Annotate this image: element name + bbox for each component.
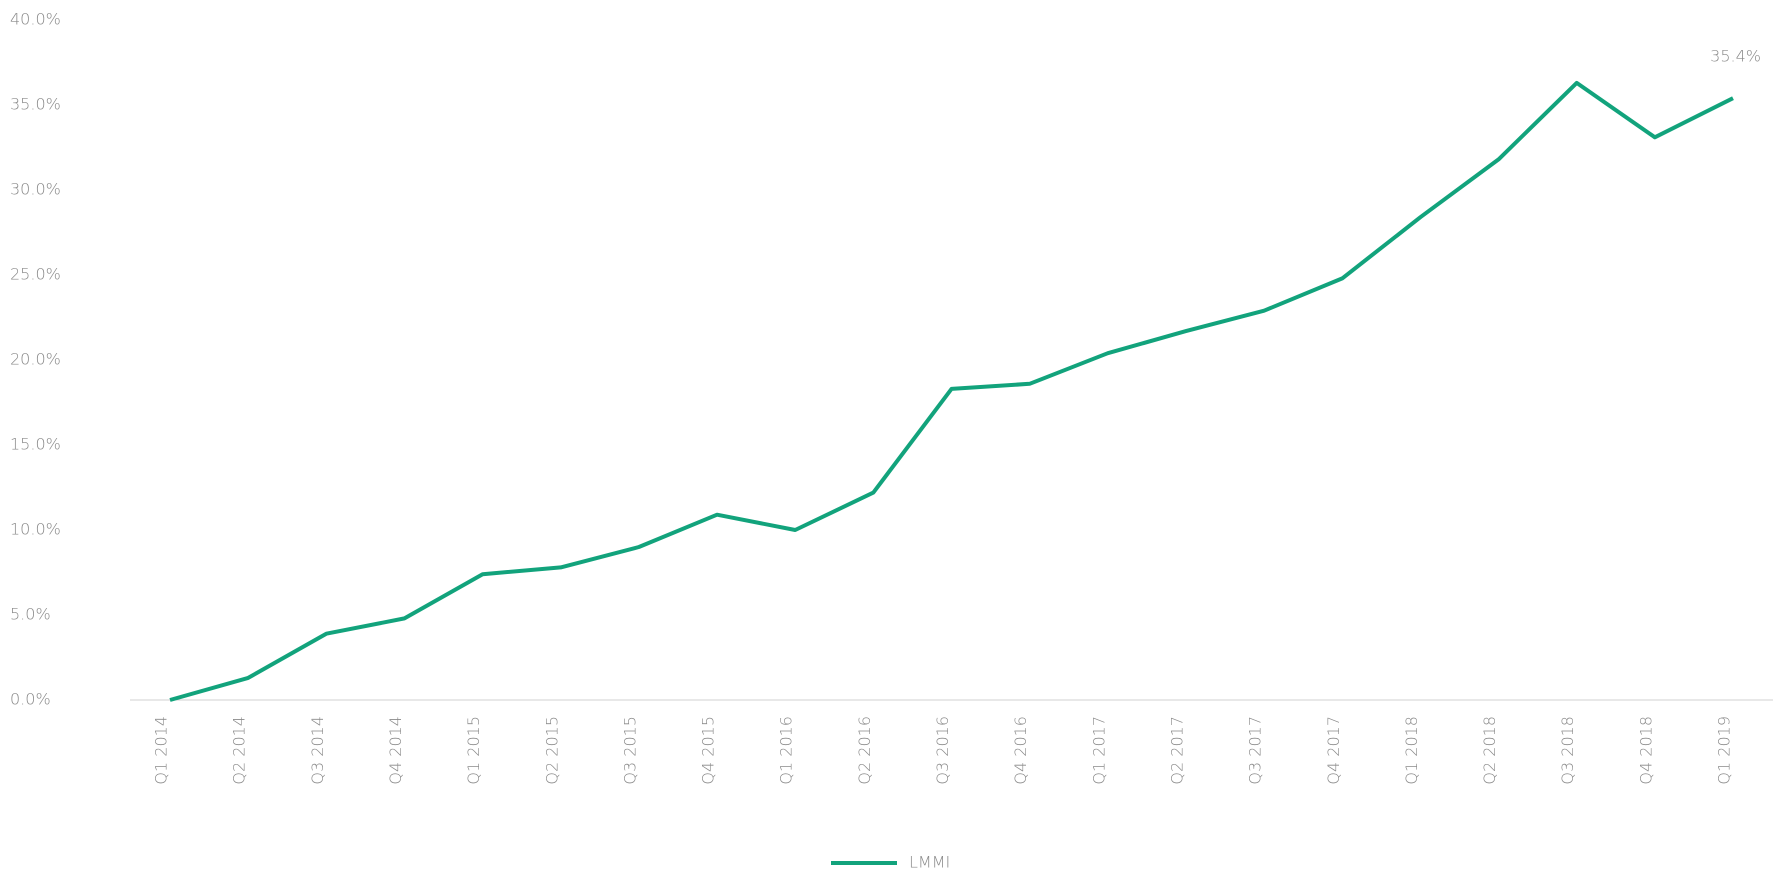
x-tick-label: Q3 2015 [620,716,639,785]
x-tick-label: Q3 2016 [933,716,952,785]
y-tick-label: 20.0% [10,350,61,369]
x-tick-label: Q2 2017 [1167,716,1186,785]
y-tick-label: 35.0% [10,95,61,114]
x-tick-label: Q1 2018 [1402,716,1421,785]
x-tick-label: Q4 2014 [386,716,405,785]
y-tick-label: 25.0% [10,265,61,284]
x-tick-label: Q4 2017 [1324,716,1343,785]
x-tick-label: Q3 2017 [1246,716,1265,785]
x-tick-label: Q3 2018 [1558,716,1577,785]
x-tick-label: Q2 2018 [1480,716,1499,785]
x-tick-label: Q1 2016 [777,716,796,785]
x-tick-label: Q4 2018 [1636,716,1655,785]
legend-label: LMMI [909,853,950,872]
data-label: 35.4% [1710,47,1761,66]
x-tick-label: Q4 2015 [699,716,718,785]
x-tick-label: Q4 2016 [1011,716,1030,785]
y-tick-label: 15.0% [10,435,61,454]
x-tick-label: Q3 2014 [308,716,327,785]
y-tick-label: 30.0% [10,180,61,199]
line [169,80,1734,702]
x-tick-label: Q1 2014 [152,716,171,785]
x-tick-label: Q2 2015 [542,716,561,785]
x-tick-label: Q2 2014 [230,716,249,785]
y-tick-label: 10.0% [10,520,61,539]
x-tick-label: Q1 2015 [464,716,483,785]
x-tick-label: Q2 2016 [855,716,874,785]
x-tick-label: Q1 2019 [1715,716,1734,785]
y-tick-label: 40.0% [10,10,61,29]
x-tick-label: Q1 2017 [1089,716,1108,785]
y-tick-label: 5.0% [10,605,51,624]
y-tick-label: 0.0% [10,690,51,709]
